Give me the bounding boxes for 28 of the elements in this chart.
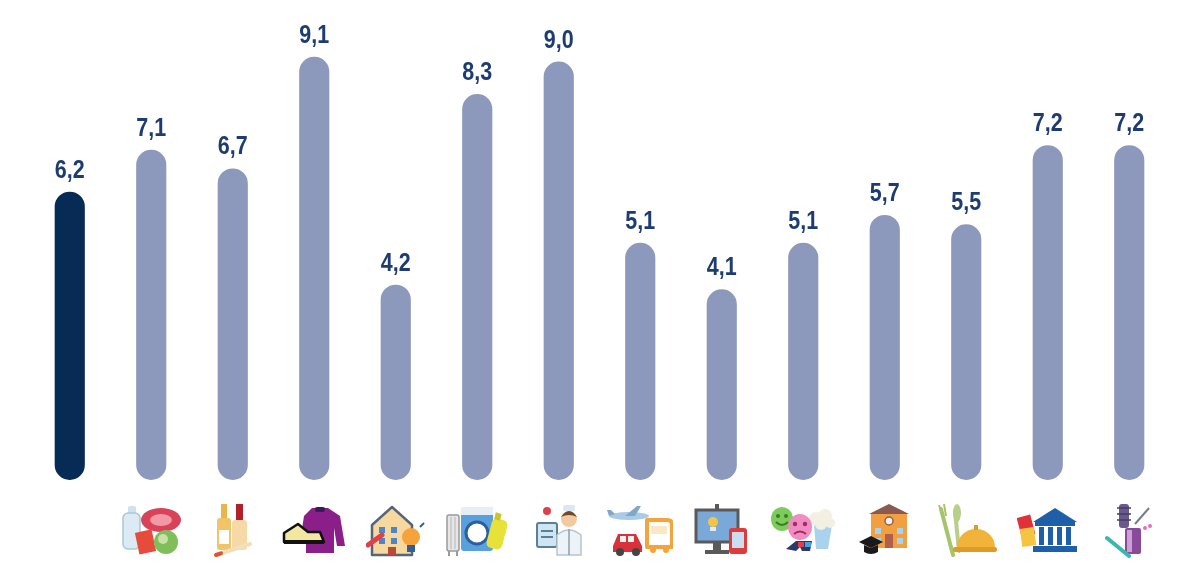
data-label: 5,1 [788, 206, 819, 235]
bar [625, 242, 656, 480]
data-label: 7,1 [136, 113, 167, 142]
data-label: 8,3 [462, 57, 493, 86]
bar [788, 242, 819, 480]
bar [706, 289, 737, 480]
bar [380, 284, 411, 480]
bar [54, 191, 85, 480]
bar [543, 61, 574, 480]
data-label: 9,0 [543, 24, 574, 53]
bar [299, 56, 330, 480]
data-label: 5,7 [869, 178, 900, 207]
bar [869, 214, 900, 480]
bar [136, 149, 167, 480]
data-label: 5,1 [625, 206, 656, 235]
bar [462, 94, 493, 480]
data-label: 6,7 [217, 131, 248, 160]
data-label: 6,2 [54, 155, 85, 184]
data-label: 4,2 [380, 248, 411, 277]
bar [1032, 145, 1063, 480]
data-label: 4,1 [706, 252, 737, 281]
data-label: 9,1 [299, 20, 330, 49]
data-label: 7,2 [1114, 108, 1145, 137]
bar [217, 168, 248, 480]
bar [1114, 145, 1145, 480]
data-label: 7,2 [1032, 108, 1063, 137]
data-label: 5,5 [951, 187, 982, 216]
bar [951, 224, 982, 480]
